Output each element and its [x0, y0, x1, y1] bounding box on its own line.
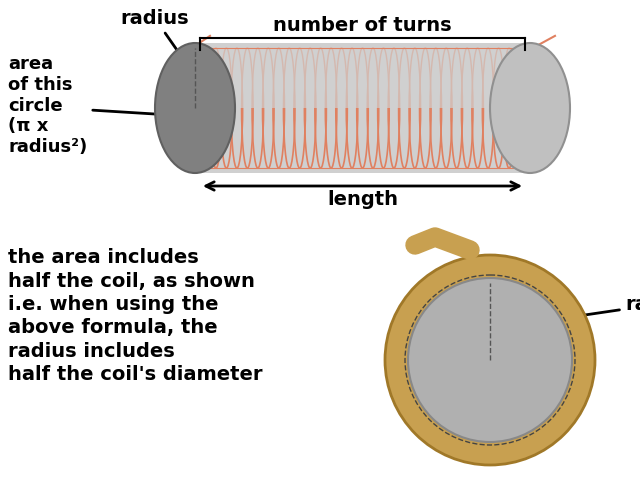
Ellipse shape [408, 278, 572, 442]
Text: length: length [327, 190, 398, 209]
Text: radius: radius [121, 9, 194, 74]
Text: radius: radius [508, 295, 640, 329]
Text: the area includes
half the coil, as shown
i.e. when using the
above formula, the: the area includes half the coil, as show… [8, 248, 262, 384]
Ellipse shape [490, 43, 570, 173]
Text: area
of this
circle
(π x
radius²): area of this circle (π x radius²) [8, 55, 87, 156]
Polygon shape [195, 43, 530, 173]
Text: number of turns: number of turns [273, 16, 452, 35]
Ellipse shape [155, 43, 235, 173]
Polygon shape [195, 43, 530, 173]
Ellipse shape [385, 255, 595, 465]
